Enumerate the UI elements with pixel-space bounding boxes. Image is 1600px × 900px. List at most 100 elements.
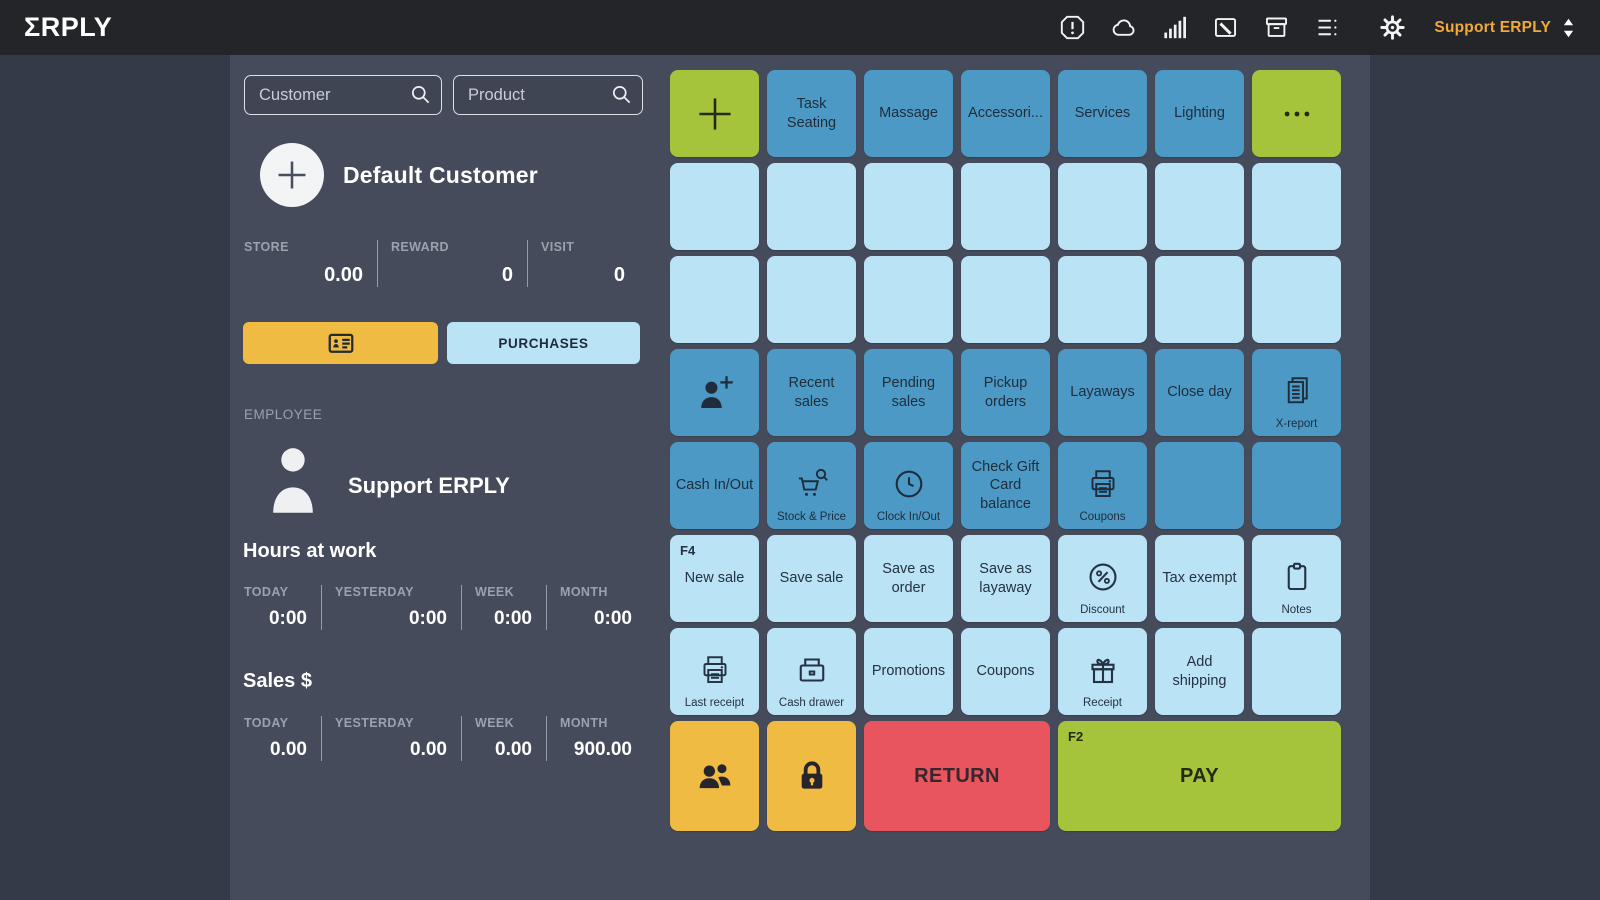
button-sublabel: Last receipt <box>684 697 745 709</box>
notes-button[interactable]: Notes <box>1252 535 1341 622</box>
discount-button[interactable]: Discount <box>1058 535 1147 622</box>
customer-search-input[interactable] <box>244 75 442 115</box>
button-label: Save sale <box>779 570 844 587</box>
coupons-button[interactable]: Coupons <box>1058 442 1147 529</box>
sales-stats: TODAY 0.00 YESTERDAY 0.00 WEEK 0.00 MONT… <box>244 716 646 761</box>
user-switcher[interactable]: Support ERPLY <box>1434 16 1576 40</box>
plus-button[interactable] <box>670 70 759 157</box>
cloud-icon <box>1112 19 1135 36</box>
empty-button[interactable] <box>864 256 953 343</box>
save-sale-button[interactable]: Save sale <box>767 535 856 622</box>
empty-button[interactable] <box>1058 256 1147 343</box>
menu-list-icon <box>1318 19 1337 36</box>
button-sublabel: Coupons <box>1079 511 1126 523</box>
close-day-button[interactable]: Close day <box>1155 349 1244 436</box>
empty-button[interactable] <box>767 163 856 250</box>
save-as-order-button[interactable]: Save as order <box>864 535 953 622</box>
purchases-button[interactable]: PURCHASES <box>447 322 640 364</box>
new-sale-button[interactable]: F4 New sale <box>670 535 759 622</box>
grid-row: Cash In/Out Stock & Price Clock In/Out Chec… <box>670 442 1341 529</box>
add-customer-row[interactable]: Default Customer <box>260 143 538 207</box>
pay-button[interactable]: F2 PAY <box>1058 721 1341 831</box>
massage-button[interactable]: Massage <box>864 70 953 157</box>
coupons-button[interactable]: Coupons <box>961 628 1050 715</box>
layaways-button[interactable]: Layaways <box>1058 349 1147 436</box>
recent-sales-button[interactable]: Recent sales <box>767 349 856 436</box>
stat-value: 900.00 <box>573 739 632 760</box>
customer-card-button[interactable] <box>243 322 438 364</box>
x-report-button[interactable]: X-report <box>1252 349 1341 436</box>
lock-button[interactable] <box>767 721 856 831</box>
accessori-button[interactable]: Accessori... <box>961 70 1050 157</box>
empty-button[interactable] <box>1252 163 1341 250</box>
empty-button[interactable] <box>1155 256 1244 343</box>
empty-button[interactable] <box>1155 163 1244 250</box>
tax-exempt-button[interactable]: Tax exempt <box>1155 535 1244 622</box>
stat-hours-yesterday: YESTERDAY 0:00 <box>321 585 461 630</box>
archive-button[interactable] <box>1262 14 1290 42</box>
image-button[interactable] <box>1211 14 1239 42</box>
settings-gear-button[interactable] <box>1378 14 1406 42</box>
empty-button[interactable] <box>767 256 856 343</box>
stat-sales-week: WEEK 0.00 <box>461 716 546 761</box>
person-plus-button[interactable] <box>670 349 759 436</box>
stat-value: 0:00 <box>593 608 632 629</box>
stock-price-button[interactable]: Stock & Price <box>767 442 856 529</box>
percent-icon <box>1085 559 1121 595</box>
empty-button[interactable] <box>961 256 1050 343</box>
product-search-input[interactable] <box>453 75 643 115</box>
alert-octagon-button[interactable] <box>1058 14 1086 42</box>
empty-button[interactable] <box>670 256 759 343</box>
cash-in-out-button[interactable]: Cash In/Out <box>670 442 759 529</box>
task-seating-button[interactable]: Task Seating <box>767 70 856 157</box>
cash-drawer-button[interactable]: Cash drawer <box>767 628 856 715</box>
cloud-button[interactable] <box>1109 14 1137 42</box>
button-sublabel: Notes <box>1281 604 1312 616</box>
stat-store: STORE 0.00 <box>244 240 377 287</box>
save-as-layaway-button[interactable]: Save as layaway <box>961 535 1050 622</box>
clock-icon <box>891 466 927 502</box>
empty-button[interactable] <box>1058 163 1147 250</box>
empty-button[interactable] <box>1252 256 1341 343</box>
last-receipt-button[interactable]: Last receipt <box>670 628 759 715</box>
stat-sales-month: MONTH 900.00 <box>546 716 646 761</box>
ellipsis-button[interactable] <box>1252 70 1341 157</box>
stat-value: 0:00 <box>493 608 532 629</box>
stat-reward: REWARD 0 <box>377 240 527 287</box>
stat-label: STORE <box>244 240 289 254</box>
customer-name: Default Customer <box>343 161 538 188</box>
printer-icon <box>697 652 733 688</box>
promotions-button[interactable]: Promotions <box>864 628 953 715</box>
signal-bars-button[interactable] <box>1160 14 1188 42</box>
empty-button[interactable] <box>864 163 953 250</box>
pickup-orders-button[interactable]: Pickup orders <box>961 349 1050 436</box>
report-icon <box>1279 373 1315 409</box>
customer-search <box>244 75 442 115</box>
stat-label: VISIT <box>541 240 575 254</box>
add-shipping-button[interactable]: Add shipping <box>1155 628 1244 715</box>
empty-button[interactable] <box>1155 442 1244 529</box>
button-sublabel: Clock In/Out <box>876 511 941 523</box>
check-gift-card-balance-button[interactable]: Check Gift Card balance <box>961 442 1050 529</box>
stat-label: TODAY <box>244 585 289 599</box>
people-button[interactable] <box>670 721 759 831</box>
receipt-button[interactable]: Receipt <box>1058 628 1147 715</box>
empty-button[interactable] <box>1252 628 1341 715</box>
pending-sales-button[interactable]: Pending sales <box>864 349 953 436</box>
employee-avatar-icon <box>266 443 320 515</box>
grid-row <box>670 256 1341 343</box>
return-button[interactable]: RETURN <box>864 721 1050 831</box>
services-button[interactable]: Services <box>1058 70 1147 157</box>
clock-in-out-button[interactable]: Clock In/Out <box>864 442 953 529</box>
hours-stats: TODAY 0:00 YESTERDAY 0:00 WEEK 0:00 MONT… <box>244 585 646 630</box>
empty-button[interactable] <box>1252 442 1341 529</box>
empty-button[interactable] <box>670 163 759 250</box>
people-icon <box>694 755 736 797</box>
lighting-button[interactable]: Lighting <box>1155 70 1244 157</box>
content-panel: Default Customer STORE 0.00 REWARD 0 VIS… <box>230 55 1370 900</box>
signal-bars-icon <box>1164 16 1186 39</box>
add-customer-icon[interactable] <box>260 143 324 207</box>
employee-section-label: EMPLOYEE <box>244 407 323 422</box>
menu-list-button[interactable] <box>1313 14 1341 42</box>
empty-button[interactable] <box>961 163 1050 250</box>
